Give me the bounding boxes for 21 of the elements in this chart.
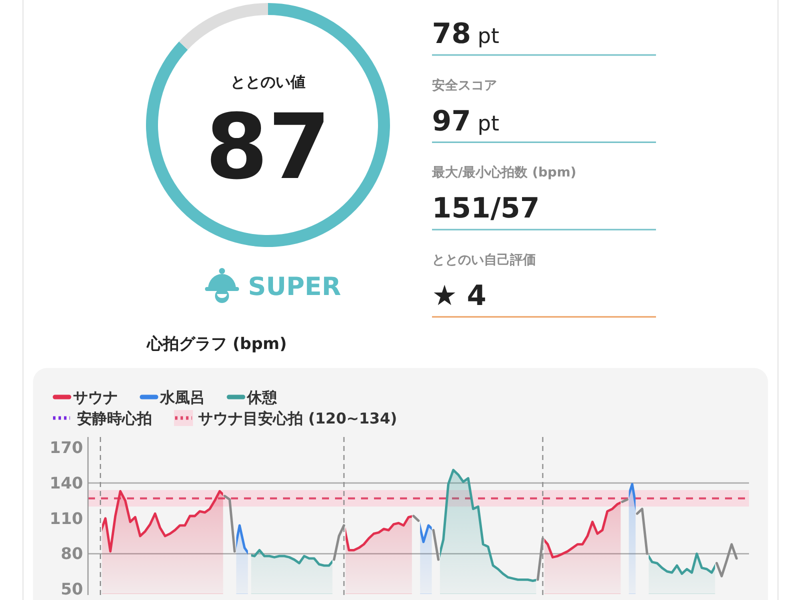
text: 151/57 xyxy=(432,192,540,225)
y-tick-label: 140 xyxy=(50,473,83,492)
legend-label: 水風呂 xyxy=(160,388,205,406)
data-label: 87 xyxy=(205,95,331,200)
text: 97 pt xyxy=(432,104,500,138)
legend-label: サウナ目安心拍 (120~134) xyxy=(198,410,398,428)
legend-label: サウナ xyxy=(73,388,118,406)
y-tick-label: 170 xyxy=(50,438,83,458)
chart-title: 心拍グラフ (bpm) xyxy=(146,334,287,353)
y-tick-label: 80 xyxy=(60,544,83,564)
text: 安全スコア xyxy=(432,77,497,94)
text: ととのい値 xyxy=(230,73,306,91)
text: ★ 4 xyxy=(432,278,486,312)
y-tick-label: 110 xyxy=(50,508,83,528)
text: SUPER xyxy=(248,272,341,301)
legend-label: 安静時心拍 xyxy=(77,410,152,428)
text: ととのい自己評価 xyxy=(432,252,536,268)
text: 最大/最小心拍数 (bpm) xyxy=(431,164,576,181)
legend-label: 休憩 xyxy=(247,388,277,406)
y-tick-label: 50 xyxy=(60,580,83,599)
text: 78 pt xyxy=(432,17,500,50)
